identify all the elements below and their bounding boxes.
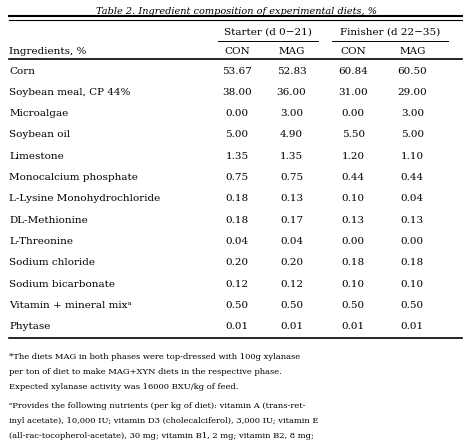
Text: 0.00: 0.00 — [401, 237, 424, 246]
Text: 0.10: 0.10 — [342, 194, 365, 203]
Text: Ingredients, %: Ingredients, % — [9, 47, 87, 56]
Text: 0.13: 0.13 — [342, 216, 365, 225]
Text: 0.00: 0.00 — [342, 109, 365, 118]
Text: CON: CON — [224, 47, 250, 56]
Text: 0.50: 0.50 — [280, 301, 303, 310]
Text: 0.18: 0.18 — [226, 194, 248, 203]
Text: DL-Methionine: DL-Methionine — [9, 216, 88, 225]
Text: CON: CON — [340, 47, 366, 56]
Text: Vitamin + mineral mixᵃ: Vitamin + mineral mixᵃ — [9, 301, 132, 310]
Text: 0.13: 0.13 — [401, 216, 424, 225]
Text: 0.10: 0.10 — [401, 280, 424, 289]
Text: 0.44: 0.44 — [401, 173, 424, 182]
Text: 0.17: 0.17 — [280, 216, 303, 225]
Text: 0.04: 0.04 — [226, 237, 248, 246]
Text: 0.44: 0.44 — [342, 173, 365, 182]
Text: 52.83: 52.83 — [277, 67, 306, 75]
Text: 5.00: 5.00 — [226, 131, 248, 139]
Text: Monocalcium phosphate: Monocalcium phosphate — [9, 173, 138, 182]
Text: Sodium chloride: Sodium chloride — [9, 258, 95, 267]
Text: 0.00: 0.00 — [226, 109, 248, 118]
Text: 60.84: 60.84 — [338, 67, 368, 75]
Text: 0.00: 0.00 — [342, 237, 365, 246]
Text: Soybean meal, CP 44%: Soybean meal, CP 44% — [9, 88, 131, 97]
Text: 31.00: 31.00 — [338, 88, 368, 97]
Text: 29.00: 29.00 — [398, 88, 427, 97]
Text: 0.18: 0.18 — [401, 258, 424, 267]
Text: 5.50: 5.50 — [342, 131, 365, 139]
Text: 0.50: 0.50 — [401, 301, 424, 310]
Text: 0.50: 0.50 — [226, 301, 248, 310]
Text: per ton of diet to make MAG+XYN diets in the respective phase.: per ton of diet to make MAG+XYN diets in… — [9, 368, 282, 376]
Text: L-Lysine Monohydrochloride: L-Lysine Monohydrochloride — [9, 194, 161, 203]
Text: 36.00: 36.00 — [277, 88, 306, 97]
Text: Corn: Corn — [9, 67, 36, 75]
Text: 0.13: 0.13 — [280, 194, 303, 203]
Text: MAG: MAG — [278, 47, 305, 56]
Text: 1.35: 1.35 — [226, 152, 248, 161]
Text: 53.67: 53.67 — [222, 67, 252, 75]
Text: (all-rac-tocopherol-acetate), 30 mg; vitamin B1, 2 mg; vitamin B2, 8 mg;: (all-rac-tocopherol-acetate), 30 mg; vit… — [9, 432, 314, 440]
Text: 0.18: 0.18 — [226, 216, 248, 225]
Text: 0.12: 0.12 — [226, 280, 248, 289]
Text: Table 2. Ingredient composition of experimental diets, %: Table 2. Ingredient composition of exper… — [97, 7, 377, 16]
Text: 1.10: 1.10 — [401, 152, 424, 161]
Text: Sodium bicarbonate: Sodium bicarbonate — [9, 280, 116, 289]
Text: 3.00: 3.00 — [280, 109, 303, 118]
Text: 0.01: 0.01 — [226, 322, 248, 331]
Text: 0.01: 0.01 — [401, 322, 424, 331]
Text: inyl acetate), 10,000 IU; vitamin D3 (cholecalciferol), 3,000 IU; vitamin E: inyl acetate), 10,000 IU; vitamin D3 (ch… — [9, 417, 319, 425]
Text: 60.50: 60.50 — [398, 67, 427, 75]
Text: 38.00: 38.00 — [222, 88, 252, 97]
Text: Starter (d 0−21): Starter (d 0−21) — [224, 28, 312, 37]
Text: Expected xylanase activity was 16000 BXU/kg of feed.: Expected xylanase activity was 16000 BXU… — [9, 383, 239, 391]
Text: 0.50: 0.50 — [342, 301, 365, 310]
Text: 0.10: 0.10 — [342, 280, 365, 289]
Text: Limestone: Limestone — [9, 152, 64, 161]
Text: L-Threonine: L-Threonine — [9, 237, 73, 246]
Text: ᵃProvides the following nutrients (per kg of diet): vitamin A (trans-ret-: ᵃProvides the following nutrients (per k… — [9, 402, 306, 410]
Text: 3.00: 3.00 — [401, 109, 424, 118]
Text: 0.20: 0.20 — [226, 258, 248, 267]
Text: 0.75: 0.75 — [280, 173, 303, 182]
Text: Microalgae: Microalgae — [9, 109, 69, 118]
Text: Soybean oil: Soybean oil — [9, 131, 71, 139]
Text: MAG: MAG — [399, 47, 426, 56]
Text: 0.01: 0.01 — [342, 322, 365, 331]
Text: 4.90: 4.90 — [280, 131, 303, 139]
Text: 0.18: 0.18 — [342, 258, 365, 267]
Text: 0.12: 0.12 — [280, 280, 303, 289]
Text: 0.04: 0.04 — [401, 194, 424, 203]
Text: Finisher (d 22−35): Finisher (d 22−35) — [340, 28, 440, 37]
Text: 0.04: 0.04 — [280, 237, 303, 246]
Text: 0.75: 0.75 — [226, 173, 248, 182]
Text: 1.20: 1.20 — [342, 152, 365, 161]
Text: *The diets MAG in both phases were top-dressed with 100g xylanase: *The diets MAG in both phases were top-d… — [9, 353, 301, 361]
Text: 0.20: 0.20 — [280, 258, 303, 267]
Text: 0.01: 0.01 — [280, 322, 303, 331]
Text: 5.00: 5.00 — [401, 131, 424, 139]
Text: Phytase: Phytase — [9, 322, 51, 331]
Text: 1.35: 1.35 — [280, 152, 303, 161]
